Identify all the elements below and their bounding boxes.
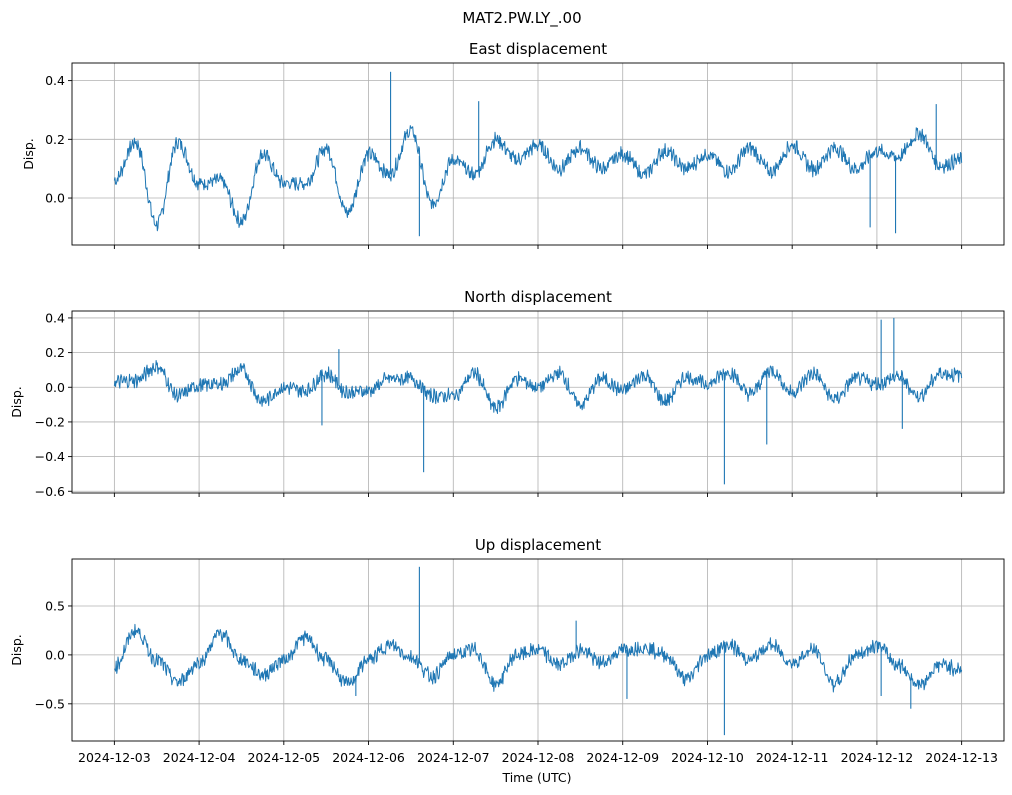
up-ylabel: Disp. xyxy=(9,634,24,666)
x-tick-label-7: 2024-12-10 xyxy=(671,750,744,765)
north-ytick-label-1: −0.4 xyxy=(35,449,65,464)
north-ylabel: Disp. xyxy=(9,386,24,418)
up-ytick-label-0: −0.5 xyxy=(35,696,65,711)
east-ytick-label-0: 0.0 xyxy=(45,191,65,206)
east-title: East displacement xyxy=(469,40,607,58)
subplot-east: 0.0 0.2 0.4 East displacement Disp. xyxy=(21,40,1005,249)
x-axis-label: Time (UTC) xyxy=(501,770,571,785)
up-title: Up displacement xyxy=(475,536,601,554)
east-ytick-label-1: 0.2 xyxy=(45,132,65,147)
x-tick-label-2: 2024-12-05 xyxy=(247,750,320,765)
x-tick-label-4: 2024-12-07 xyxy=(417,750,490,765)
x-tick-label-1: 2024-12-04 xyxy=(163,750,236,765)
x-tick-label-5: 2024-12-08 xyxy=(502,750,575,765)
east-ylabel: Disp. xyxy=(21,138,36,170)
x-tick-label-8: 2024-12-11 xyxy=(756,750,829,765)
subplot-up: 2024-12-03 2024-12-04 2024-12-05 2024-12-06… xyxy=(9,536,1005,765)
east-series-line xyxy=(113,125,963,232)
up-series-line xyxy=(114,623,963,693)
north-ytick-label-3: 0.0 xyxy=(45,380,65,395)
x-tick-label-0: 2024-12-03 xyxy=(78,750,151,765)
north-ytick-label-4: 0.2 xyxy=(45,345,65,360)
x-tick-label-10: 2024-12-13 xyxy=(925,750,998,765)
up-ytick-label-1: 0.0 xyxy=(45,647,65,662)
subplot-north: −0.6 −0.4 −0.2 0.0 0.2 0.4 North displacement D… xyxy=(9,288,1005,499)
north-ytick-label-5: 0.4 xyxy=(45,310,65,325)
north-title: North displacement xyxy=(464,288,612,306)
x-tick-label-9: 2024-12-12 xyxy=(841,750,914,765)
x-tick-label-6: 2024-12-09 xyxy=(586,750,659,765)
x-tick-label-3: 2024-12-06 xyxy=(332,750,405,765)
up-ytick-label-2: 0.5 xyxy=(45,598,65,613)
north-series-line xyxy=(113,359,963,414)
north-ytick-label-2: −0.2 xyxy=(35,414,65,429)
north-ytick-label-0: −0.6 xyxy=(35,484,65,499)
figure-suptitle: MAT2.PW.LY_.00 xyxy=(462,9,581,28)
east-ytick-label-2: 0.4 xyxy=(45,73,65,88)
